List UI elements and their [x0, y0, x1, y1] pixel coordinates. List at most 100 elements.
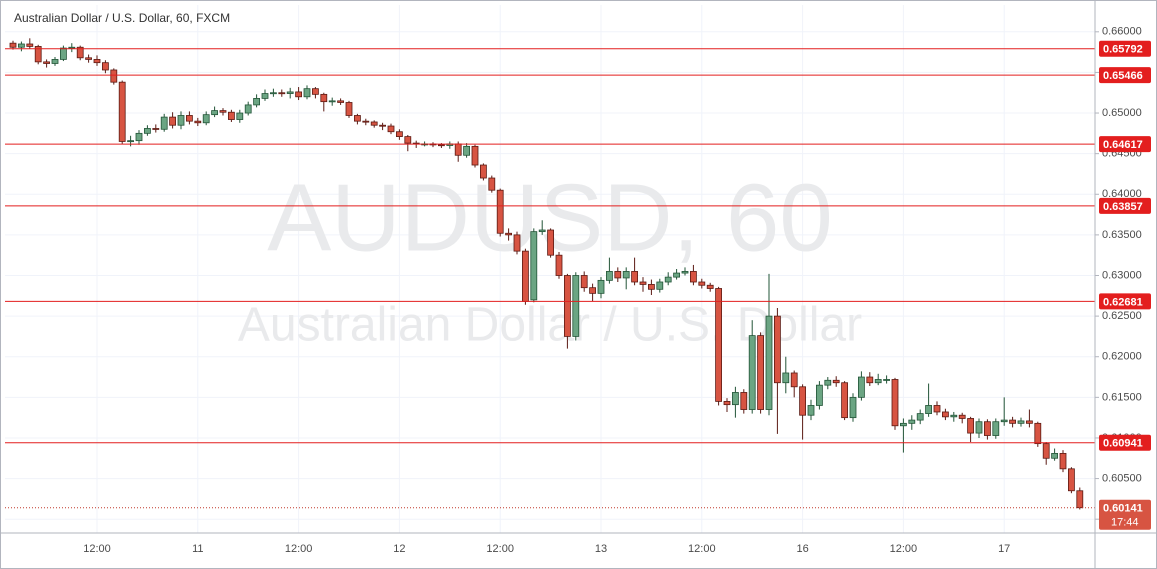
candle-body	[958, 414, 966, 419]
candle-body	[673, 272, 680, 278]
level-label: 0.62681	[1103, 296, 1143, 308]
candle-body	[790, 372, 798, 388]
candle-body	[311, 88, 319, 95]
candle-body	[547, 229, 554, 256]
candle-body	[194, 120, 202, 124]
candle-body	[236, 112, 244, 120]
candle-body	[824, 379, 832, 386]
x-tick-label: 17	[998, 543, 1010, 555]
candle-body	[135, 132, 143, 142]
candle-body	[706, 284, 714, 289]
candle-body	[160, 116, 168, 130]
candle-body	[76, 46, 84, 59]
candle-body	[169, 116, 177, 126]
y-tick-label: 0.62500	[1102, 310, 1142, 322]
x-tick-label: 12:00	[890, 543, 918, 555]
candle-body	[664, 276, 672, 283]
candle-body	[110, 69, 118, 83]
y-tick-label: 0.60500	[1102, 472, 1142, 484]
candle-body	[278, 92, 286, 95]
plot	[5, 38, 1095, 510]
candle-body	[26, 43, 34, 47]
x-tick-label: 12:00	[285, 543, 313, 555]
x-tick-label: 12:00	[486, 543, 514, 555]
y-tick-label: 0.61500	[1102, 391, 1142, 403]
candle-body	[471, 145, 479, 166]
candle-body	[984, 421, 991, 436]
candle-body	[102, 62, 109, 71]
candle-body	[799, 386, 806, 416]
candle-body	[849, 396, 857, 419]
candle-body	[437, 144, 445, 147]
candle-body	[127, 140, 134, 143]
level-label: 0.65792	[1103, 44, 1143, 56]
y-tick-label: 0.65000	[1102, 107, 1142, 119]
candle-body	[244, 104, 252, 114]
candle-body	[530, 231, 538, 301]
candle-body	[118, 81, 126, 142]
candle-body	[782, 372, 790, 384]
candle-body	[916, 413, 924, 421]
candle-body	[362, 120, 370, 123]
candle-body	[185, 115, 193, 122]
candle-body	[387, 125, 395, 133]
candle-body	[832, 379, 840, 384]
candle-body	[51, 59, 59, 64]
candle-body	[564, 275, 571, 337]
x-tick-label: 12:00	[83, 543, 111, 555]
candle-body	[496, 189, 504, 234]
candle-body	[538, 229, 546, 233]
candle-body	[992, 421, 1000, 436]
axes: 0.660000.655000.650000.645000.640000.635…	[83, 26, 1151, 555]
candle-body	[1051, 452, 1058, 459]
candle-body	[841, 382, 848, 419]
candle-body	[723, 401, 731, 406]
candle-body	[454, 143, 462, 156]
candle-body	[93, 59, 101, 64]
candle-body	[690, 271, 697, 283]
x-tick-label: 12	[393, 543, 405, 555]
level-label: 0.65466	[1103, 70, 1143, 82]
candle-body	[740, 392, 748, 410]
x-tick-label: 13	[595, 543, 607, 555]
current-price-box	[1099, 499, 1151, 530]
candle-body	[639, 281, 647, 285]
candle-body	[631, 271, 638, 283]
candle-body	[1009, 419, 1016, 424]
x-tick-label: 16	[796, 543, 808, 555]
candle-body	[370, 121, 378, 126]
candle-body	[9, 42, 17, 48]
candle-body	[1017, 420, 1025, 424]
candle-body	[505, 232, 513, 236]
candle-body	[320, 93, 328, 103]
candle-body	[219, 110, 227, 113]
candle-body	[614, 271, 622, 279]
candle-body	[908, 419, 916, 424]
candle-body	[60, 47, 67, 60]
candle-body	[942, 411, 949, 418]
candle-body	[757, 335, 764, 410]
level-label-box	[1099, 197, 1151, 214]
candle-body	[774, 315, 781, 384]
candle-body	[43, 61, 50, 64]
candle-body	[463, 145, 471, 156]
candle-body	[807, 405, 815, 416]
candle-body	[1068, 468, 1075, 492]
countdown-label: 17:44	[1111, 517, 1139, 529]
level-label: 0.64617	[1103, 139, 1143, 151]
candle-body	[211, 110, 219, 116]
candle-body	[816, 384, 823, 406]
candle-body	[1000, 419, 1008, 423]
x-tick-label: 12:00	[688, 543, 716, 555]
candle-body	[748, 335, 756, 410]
x-tick-label: 11	[192, 543, 203, 555]
candle-body	[866, 376, 874, 384]
candle-body	[648, 284, 655, 290]
candle-body	[891, 379, 899, 427]
candle-body	[34, 46, 42, 63]
candle-body	[404, 136, 412, 144]
candle-body	[732, 392, 739, 406]
candle-body	[345, 102, 353, 116]
candle-body	[883, 379, 890, 381]
